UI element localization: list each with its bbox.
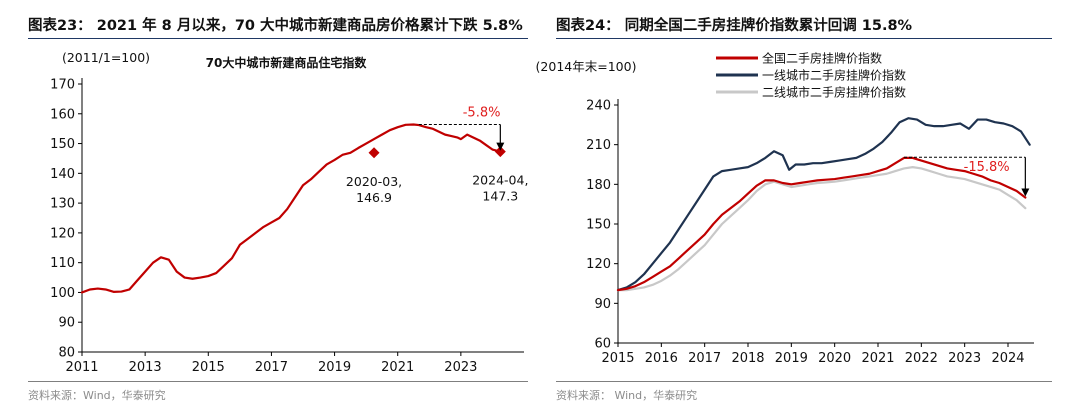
y-tick-label: 160	[50, 107, 75, 122]
x-tick-label: 2019	[318, 360, 351, 375]
y-tick-label: 180	[586, 178, 611, 193]
x-tick-label: 2022	[905, 351, 938, 366]
unit-label: (2011/1=100)	[62, 50, 150, 65]
x-tick-label: 2016	[645, 351, 678, 366]
y-tick-label: 140	[50, 167, 75, 182]
x-tick-label: 2023	[948, 351, 981, 366]
x-tick-label: 2021	[381, 360, 414, 375]
second-hand-listing-index-chart: 60 90 120 150 180 210 240 2015 2016 2017 2018 2019 2…	[536, 51, 1034, 366]
x-tick-label: 2024	[991, 351, 1024, 366]
source-note: 资料来源：Wind，华泰研究	[28, 389, 166, 402]
x-tick-label: 2017	[688, 351, 721, 366]
series-line-1	[616, 156, 1027, 292]
x-tick-label: 2015	[192, 360, 225, 375]
point-annotation-label: 147.3	[482, 189, 518, 204]
data-point-marker	[494, 146, 506, 158]
x-tick-label: 2023	[444, 360, 477, 375]
x-tick-label: 2011	[65, 360, 98, 375]
decline-arrow-head	[1021, 188, 1030, 197]
y-tick-label: 120	[50, 226, 75, 241]
unit-label: (2014年末=100)	[536, 59, 637, 74]
x-tick-label: 2020	[818, 351, 851, 366]
decline-percent-label: -15.8%	[964, 160, 1010, 175]
figure-title: 图表24： 同期全国二手房挂牌价指数累计回调 15.8%	[556, 18, 913, 34]
series-line-1	[80, 123, 502, 294]
y-tick-label: 80	[58, 346, 75, 361]
decline-percent-label: -5.8%	[463, 105, 501, 120]
chart-title: 70大中城市新建商品住宅指数	[206, 55, 368, 70]
title-divider	[28, 38, 528, 39]
point-annotation-label: 146.9	[356, 190, 392, 205]
y-tick-label: 150	[50, 137, 75, 152]
y-tick-label: 90	[58, 316, 75, 331]
series-line-2	[616, 117, 1031, 292]
new-home-price-index-chart: 80 90 100 110 120 130 140 150 160 170 2011 2013 2015…	[50, 50, 528, 375]
chart-panel-right: 图表24： 同期全国二手房挂牌价指数累计回调 15.8% 60 90 120 150 1…	[536, 0, 1080, 417]
y-tick-label: 120	[586, 257, 611, 272]
y-tick-label: 170	[50, 78, 75, 93]
y-tick-label: 210	[586, 138, 611, 153]
x-tick-label: 2013	[129, 360, 162, 375]
decline-arrow-head	[496, 142, 505, 151]
data-point-marker	[368, 147, 380, 159]
series-line-3	[616, 166, 1027, 292]
point-annotation-label: 2020-03,	[346, 174, 402, 189]
source-note: 资料来源： Wind，华泰研究	[556, 389, 698, 402]
x-tick-label: 2015	[601, 351, 634, 366]
figure-title: 图表23： 2021 年 8 月以来，70 大中城市新建商品房价格累计下跌 5.…	[28, 18, 523, 34]
x-tick-label: 2017	[255, 360, 288, 375]
y-tick-label: 100	[50, 286, 75, 301]
y-tick-label: 150	[586, 218, 611, 233]
source-divider	[28, 381, 528, 382]
legend-label-3: 二线城市二手房挂牌价指数	[762, 85, 906, 100]
legend-label-2: 一线城市二手房挂牌价指数	[762, 68, 906, 83]
y-tick-label: 110	[50, 256, 75, 271]
y-tick-label: 90	[594, 297, 611, 312]
x-tick-label: 2018	[731, 351, 764, 366]
x-tick-label: 2019	[775, 351, 808, 366]
point-annotation-label: 2024-04,	[472, 173, 528, 188]
y-tick-label: 60	[594, 337, 611, 352]
title-divider	[556, 38, 1052, 39]
x-tick-label: 2021	[861, 351, 894, 366]
chart-panel-left: 图表23： 2021 年 8 月以来，70 大中城市新建商品房价格累计下跌 5.…	[28, 18, 528, 402]
legend-label-1: 全国二手房挂牌价指数	[762, 51, 882, 66]
y-tick-label: 130	[50, 197, 75, 212]
source-divider	[556, 381, 1052, 382]
y-tick-label: 240	[586, 99, 611, 114]
